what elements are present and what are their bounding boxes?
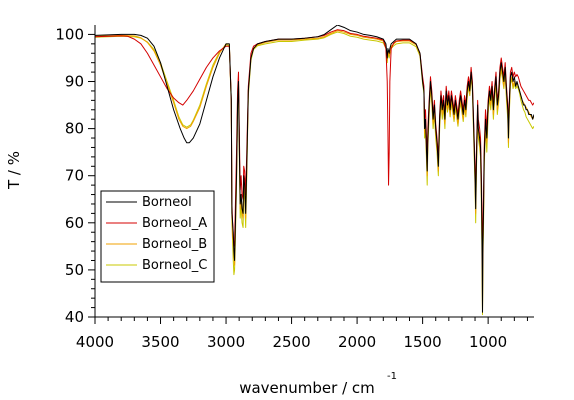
x-tick-label: 2500 bbox=[272, 333, 310, 351]
y-tick-label: 70 bbox=[65, 167, 84, 185]
chart-legend: Borneol Borneol_A Borneol_B Borneol_C bbox=[100, 190, 215, 283]
y-tick-label: 90 bbox=[65, 73, 84, 91]
y-tick-label: 80 bbox=[65, 120, 84, 138]
x-tick-label: 1500 bbox=[404, 333, 442, 351]
series-layer bbox=[95, 25, 534, 316]
x-tick-label: 1000 bbox=[469, 333, 507, 351]
x-tick-label: 2000 bbox=[338, 333, 376, 351]
x-ticks: 4000 3500 3000 2500 2000 1500 1000 bbox=[76, 317, 528, 351]
y-axis-title: T / % bbox=[5, 151, 23, 190]
y-tick-label: 40 bbox=[65, 308, 84, 326]
series-line-borneol bbox=[95, 25, 534, 313]
y-ticks: 40 50 60 70 80 90 100 bbox=[55, 25, 95, 326]
x-tick-label: 3000 bbox=[207, 333, 245, 351]
legend-label: Borneol_C bbox=[142, 258, 207, 273]
x-tick-label: 3500 bbox=[141, 333, 179, 351]
y-tick-label: 100 bbox=[55, 25, 84, 43]
legend-box bbox=[100, 190, 215, 283]
y-tick-label: 60 bbox=[65, 214, 84, 232]
x-axis-title-superscript: -1 bbox=[387, 371, 397, 382]
y-tick-label: 50 bbox=[65, 261, 84, 279]
x-axis-title: wavenumber / cm bbox=[239, 379, 375, 397]
legend-label: Borneol bbox=[142, 195, 192, 210]
legend-label: Borneol_B bbox=[142, 237, 207, 252]
x-tick-label: 4000 bbox=[76, 333, 114, 351]
legend-label: Borneol_A bbox=[142, 216, 207, 231]
